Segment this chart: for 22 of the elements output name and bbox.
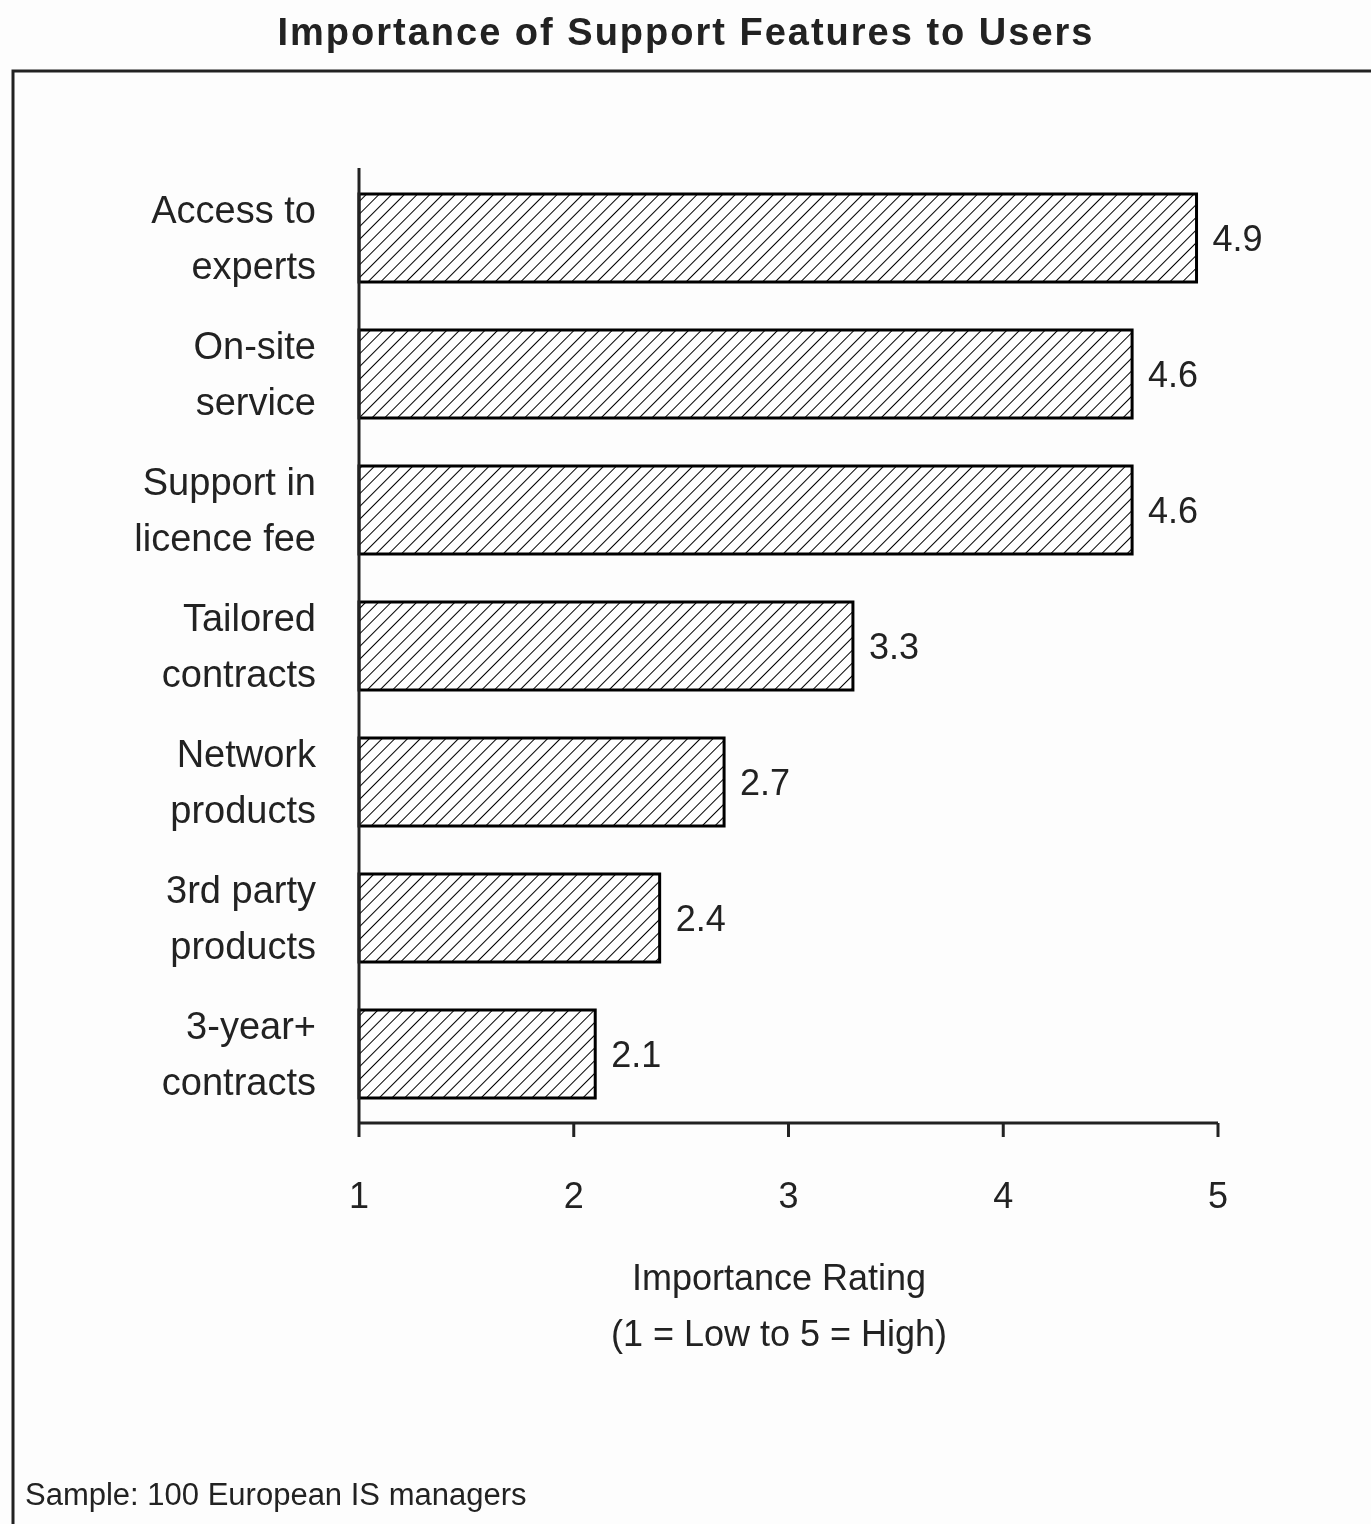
x-tick-label: 5 <box>1207 1175 1229 1216</box>
y-tick-label: Support in licence fee <box>134 461 316 559</box>
y-tick-label: On-site service <box>193 325 316 423</box>
y-tick-label: 3-year+ contracts <box>161 1005 316 1103</box>
data-label: 3.3 <box>868 626 919 667</box>
y-tick-label: Tailored contracts <box>161 597 316 695</box>
data-label: 4.6 <box>1148 354 1199 395</box>
data-label: 2.1 <box>611 1034 662 1075</box>
chart-title: Importance of Support Features to Users <box>277 11 1095 53</box>
y-tick-label: Network products <box>170 733 317 831</box>
x-tick-label: 4 <box>993 1175 1014 1216</box>
x-tick-label: 2 <box>563 1175 584 1216</box>
y-tick-label: 3rd party products <box>166 869 316 967</box>
y-tick-label: Access to experts <box>151 189 316 287</box>
x-axis-title: Importance Rating (1 = Low to 5 = High) <box>610 1257 948 1354</box>
data-label: 2.4 <box>675 898 726 939</box>
x-tick-label: 1 <box>348 1175 370 1216</box>
x-tick-label: 3 <box>778 1175 799 1216</box>
data-label: 2.7 <box>740 762 791 803</box>
data-label: 4.6 <box>1148 490 1199 531</box>
data-label: 4.9 <box>1212 218 1263 259</box>
text: Sample: 100 European IS managers <box>25 1477 527 1512</box>
